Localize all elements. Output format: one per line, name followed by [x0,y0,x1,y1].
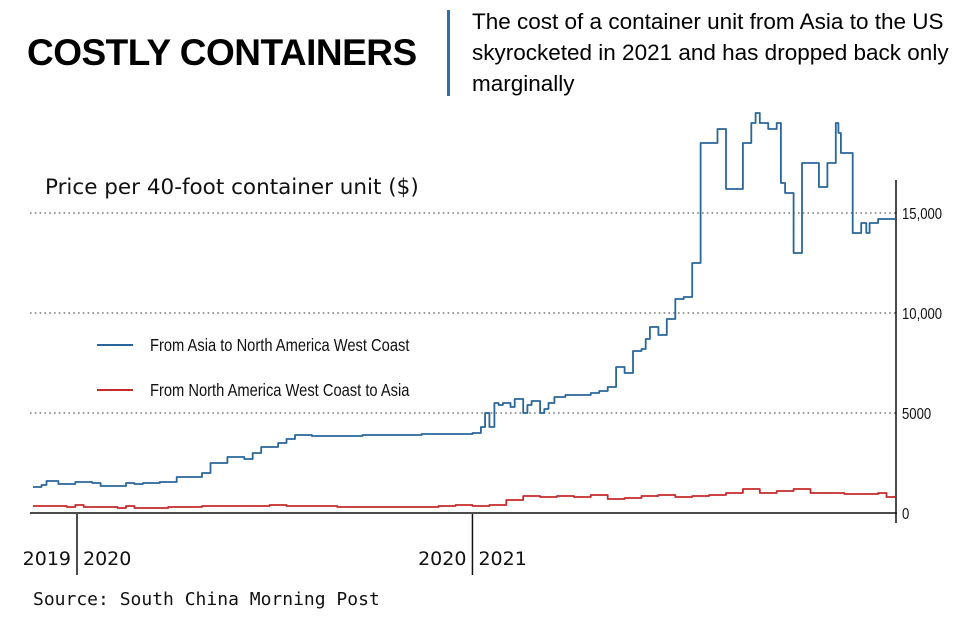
y-tick-label: 0 [902,506,909,523]
x-tick-label: 2019 [23,548,71,570]
x-tick-label: 2020 [83,548,131,570]
series-line-asia-to-na [33,112,895,488]
y-tick-label: 10,000 [902,306,942,323]
legend-label: From North America West Coast to Asia [150,381,409,400]
series-line-na-to-asia [33,488,896,509]
legend-label: From Asia to North America West Coast [150,336,410,355]
y-axis-label: Price per 40-foot container unit ($) [45,175,419,200]
chart-title: COSTLY CONTAINERS [27,32,417,73]
x-tick-label: 2021 [478,548,526,570]
chart-subtitle: The cost of a container unit from Asia t… [472,9,949,96]
title-divider [447,10,450,96]
x-tick-label: 2020 [418,548,466,570]
source-note: Source: South China Morning Post [33,589,380,610]
y-tick-label: 15,000 [902,206,942,223]
y-tick-label: 5000 [902,406,931,423]
